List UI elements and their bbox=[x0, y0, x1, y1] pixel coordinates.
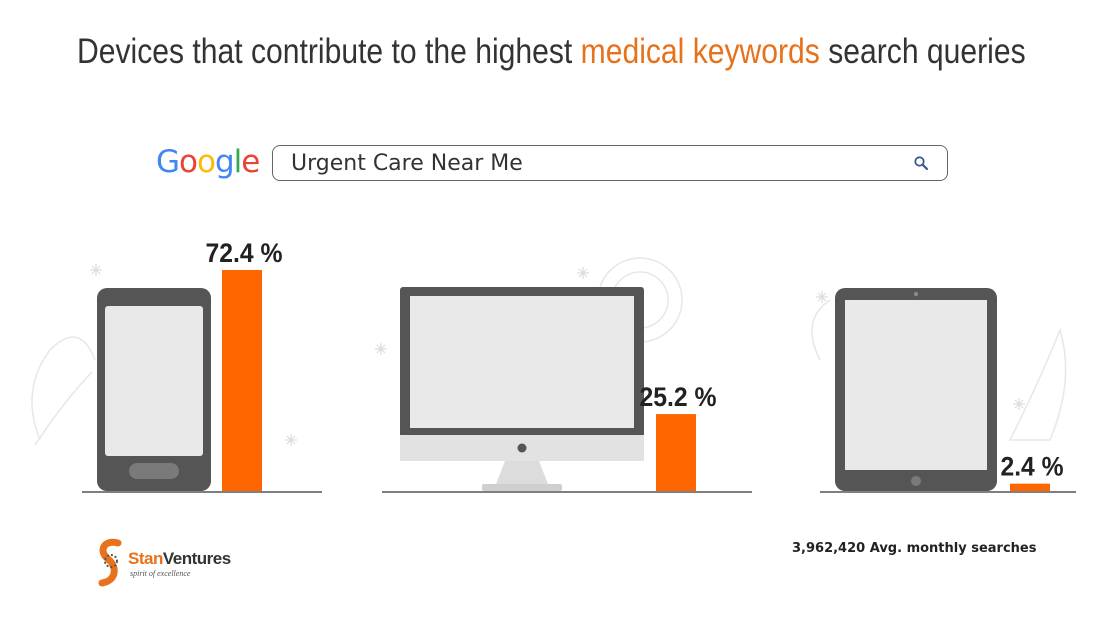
value-label-desktop: 25.2 % bbox=[640, 382, 717, 412]
value-label-mobile: 72.4 % bbox=[206, 238, 283, 268]
search-icon bbox=[914, 156, 929, 171]
desktop-monitor-icon bbox=[400, 287, 644, 491]
bar-mobile bbox=[222, 270, 262, 491]
value-label-tablet: 2.4 % bbox=[1001, 452, 1064, 482]
search-bar: Urgent Care Near Me bbox=[272, 145, 948, 181]
google-logo-letter: o bbox=[179, 144, 198, 180]
monthly-searches-note: 3,962,420 Avg. monthly searches bbox=[792, 541, 1037, 556]
google-logo-letter: G bbox=[156, 144, 180, 180]
google-logo-letter: g bbox=[214, 144, 235, 180]
title-suffix: search queries bbox=[819, 32, 1026, 71]
brand-name: StanVentures bbox=[128, 549, 231, 569]
tablet-icon bbox=[835, 288, 997, 491]
google-logo-letter: l bbox=[233, 144, 243, 180]
google-logo: Google bbox=[156, 144, 260, 180]
title-prefix: Devices that contribute to the highest bbox=[77, 32, 581, 71]
bar-desktop bbox=[656, 414, 696, 491]
google-logo-letter: e bbox=[241, 144, 260, 180]
google-logo-letter: o bbox=[197, 144, 216, 180]
search-query: Urgent Care Near Me bbox=[291, 151, 523, 176]
stanventures-emblem-icon bbox=[98, 538, 122, 587]
brand-tagline: spirit of excellence bbox=[130, 569, 191, 578]
page-title: Devices that contribute to the highest m… bbox=[77, 32, 1026, 72]
stanventures-logo: StanVentures spirit of excellence bbox=[94, 535, 234, 591]
brand-name-part2: Ventures bbox=[162, 549, 231, 568]
smartphone-icon bbox=[97, 288, 211, 491]
sparkle-decoration bbox=[90, 264, 1025, 446]
bar-series bbox=[222, 270, 1050, 491]
title-highlight: medical keywords bbox=[580, 32, 820, 71]
bar-tablet bbox=[1010, 483, 1050, 491]
brand-name-part1: Stan bbox=[128, 549, 163, 568]
